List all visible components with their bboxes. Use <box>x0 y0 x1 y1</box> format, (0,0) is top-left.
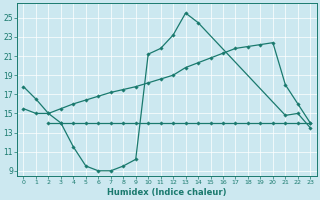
X-axis label: Humidex (Indice chaleur): Humidex (Indice chaleur) <box>107 188 227 197</box>
